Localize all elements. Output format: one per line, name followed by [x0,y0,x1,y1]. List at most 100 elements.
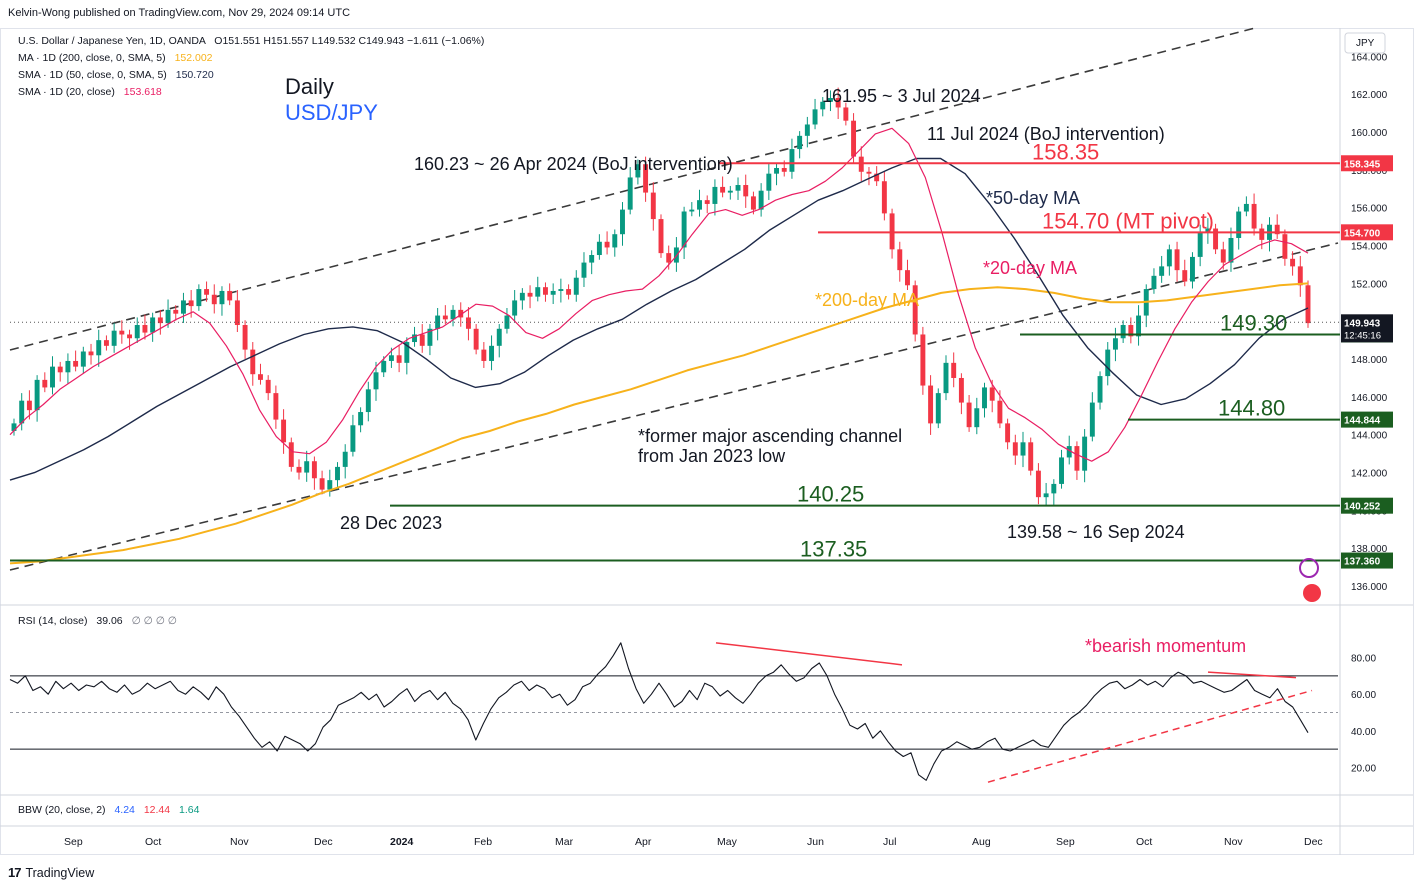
candle [866,167,872,186]
axis-price-badge-label: 140.252 [1344,502,1381,513]
time-axis-label: Oct [1136,836,1152,848]
candle [11,418,17,436]
candle-body [1136,315,1142,337]
candle-body [111,330,117,346]
annotation-ma20: *20-day MA [983,258,1077,278]
candle [620,202,625,246]
candle-body [250,349,256,375]
candle [1059,449,1064,489]
candle [1005,418,1011,450]
candle [496,324,502,358]
candle [1035,463,1041,505]
axis-price-badge-label: 158.345 [1344,159,1381,170]
sma50-legend[interactable]: SMA · 1D (50, close, 0, SMA, 5) 150.720 [18,69,214,81]
candle-body [1012,442,1018,456]
candle-body [1128,325,1134,337]
candle-body [1305,285,1311,324]
axis-price-badge [1341,552,1393,569]
rsi-legend[interactable]: RSI (14, close) 39.06 ∅ ∅ ∅ ∅ [18,615,177,627]
candle-body [581,262,587,278]
tradingview-logo[interactable]: 17 TradingView [8,865,94,880]
candle-body [982,387,987,409]
candle-body [650,192,656,220]
candle [581,252,587,287]
candle-body [311,461,317,479]
price-tick-label: 152.000 [1351,279,1388,290]
candle-body [704,200,710,204]
candle [766,163,772,200]
currency-box [1344,32,1386,54]
candle-body [643,164,649,193]
candle-body [1251,203,1257,229]
axis-price-badge [1341,224,1393,241]
price-tick-label: 162.000 [1351,90,1388,101]
candle-body [65,360,71,373]
candle [727,185,733,200]
candle [242,320,248,359]
candle-body [966,402,972,428]
candle-body [874,173,880,182]
candle-body [835,97,841,108]
level-label: 149.30 [1220,310,1287,335]
candle-body [881,181,887,214]
candle-body [496,328,502,346]
bbw-legend[interactable]: BBW (20, close, 2) 4.24 12.44 1.64 [18,804,199,816]
candle [335,462,340,490]
candle [96,329,102,367]
candle-body [96,340,102,356]
candle [897,241,903,282]
candle-body [19,400,25,424]
last-price-label: 149.943 [1344,318,1381,329]
candle-body [558,289,564,291]
candle-body [542,287,548,295]
rsi-legend-extra: ∅ ∅ ∅ ∅ [131,615,177,627]
axis-price-badge-label: 137.360 [1344,557,1381,568]
candle-body [304,461,310,473]
sma20-legend[interactable]: SMA · 1D (20, close) 153.618 [18,86,162,98]
candle-body [573,277,579,295]
candle [512,290,518,323]
candle [142,314,148,340]
candle [566,284,572,300]
candle [427,324,433,356]
ma200-legend[interactable]: MA · 1D (200, close, 0, SMA, 5) 152.002 [18,52,213,64]
candle-body [450,309,456,320]
tradingview-logo-text: TradingView [25,865,95,880]
candle-body [157,317,163,324]
candle-body [596,241,602,256]
candle [1189,252,1195,289]
candle [1305,280,1311,328]
candle-body [843,107,849,121]
price-tick-label: 146.000 [1351,393,1388,404]
candle [504,307,510,334]
candle-body [1274,224,1280,235]
price-tick-label: 156.000 [1351,204,1388,215]
candle [635,159,641,185]
candle [743,174,749,208]
candle-body [1043,493,1049,498]
time-axis-label: Feb [474,836,492,848]
candle [643,156,649,202]
candle [404,337,410,375]
candle-body [912,285,918,335]
rsi-legend-label: RSI (14, close) [18,615,88,627]
candle [1282,229,1288,266]
candle-body [1290,258,1296,267]
candle [342,444,348,479]
axis-price-badge [1341,497,1393,514]
candle [134,317,140,343]
candle [1051,479,1057,505]
symbol-legend[interactable]: U.S. Dollar / Japanese Yen, 1D, OANDA O1… [18,35,484,47]
candle-body [388,355,394,361]
candle-body [1059,457,1064,484]
candle-body [1220,249,1226,263]
level-label: 158.35 [1032,139,1099,164]
candle [165,299,171,328]
candle [80,346,86,374]
candle [204,281,210,302]
candle [150,312,156,342]
candle-body [720,186,726,193]
sma50-legend-label: SMA · 1D (50, close, 0, SMA, 5) [18,69,167,81]
candle-body [627,177,633,210]
